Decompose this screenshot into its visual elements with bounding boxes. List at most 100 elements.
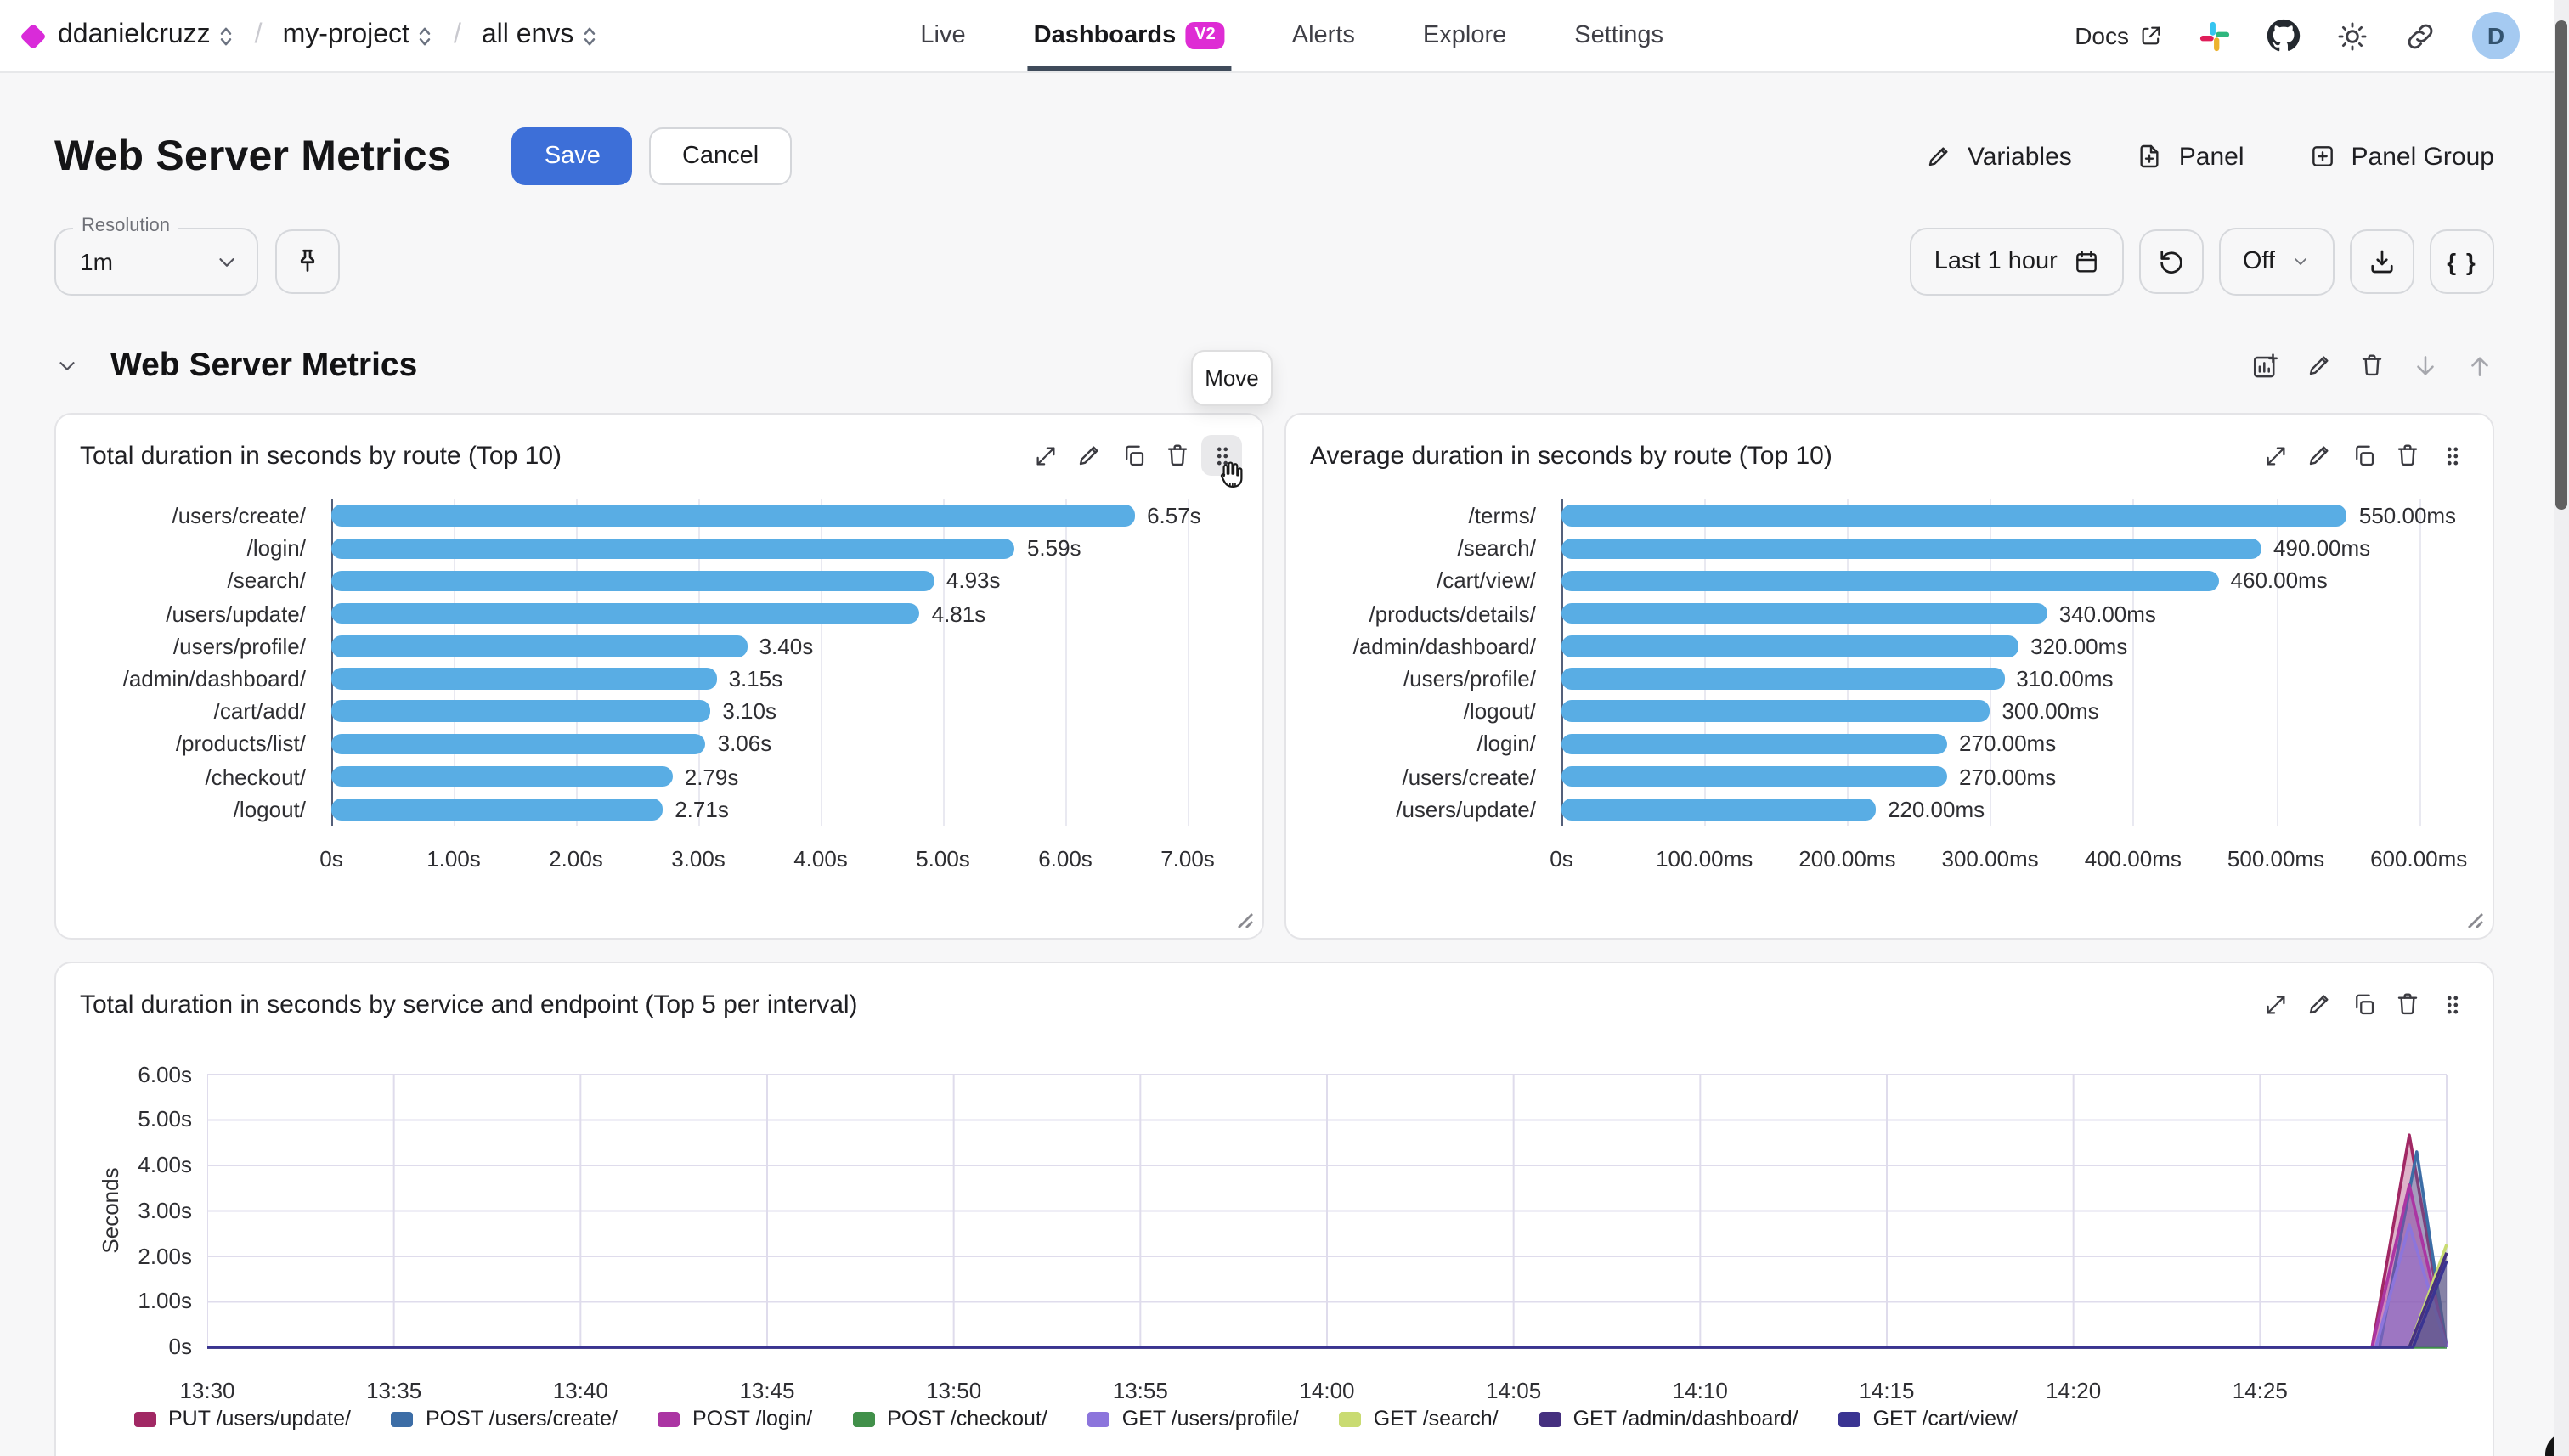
trash-icon[interactable]	[2358, 352, 2386, 379]
copy-icon[interactable]	[2343, 984, 2384, 1024]
grip-icon[interactable]	[1201, 435, 1243, 488]
legend-item[interactable]: PUT /users/update/	[134, 1407, 351, 1431]
bar[interactable]	[1561, 602, 2047, 624]
top-nav: ddanielcruzz / my-project / all envs Live Das…	[0, 0, 2569, 73]
docs-link[interactable]: Docs	[2075, 22, 2163, 49]
bar[interactable]	[1561, 668, 2005, 690]
category-label: /products/list/	[175, 731, 306, 757]
bar[interactable]	[331, 570, 934, 592]
bar[interactable]	[331, 700, 711, 722]
bar[interactable]	[331, 505, 1136, 527]
sun-icon[interactable]	[2336, 20, 2369, 52]
panel-actions	[2255, 435, 2472, 476]
bar-row: /logout/2.71s	[56, 793, 1262, 825]
category-label: /cart/add/	[213, 698, 306, 725]
bar[interactable]	[331, 765, 673, 787]
bar-row: /users/update/220.00ms	[1286, 793, 2493, 825]
x-tick-label: 14:00	[1299, 1378, 1355, 1403]
tab-alerts[interactable]: Alerts	[1291, 22, 1355, 49]
grip-icon[interactable]	[2431, 435, 2472, 476]
expand-icon[interactable]	[2255, 435, 2295, 476]
tab-dashboards[interactable]: Dashboards V2	[1026, 0, 1231, 71]
legend-item[interactable]: POST /checkout/	[853, 1407, 1047, 1431]
save-button[interactable]: Save	[511, 127, 633, 185]
breadcrumb-item[interactable]: my-project	[283, 20, 433, 51]
tab-explore[interactable]: Explore	[1422, 22, 1507, 49]
legend-item[interactable]: GET /users/profile/	[1087, 1407, 1299, 1431]
cancel-button[interactable]: Cancel	[649, 127, 792, 185]
bar-row: /users/profile/3.40s	[56, 630, 1262, 663]
time-range-button[interactable]: Last 1 hour	[1910, 228, 2124, 296]
arrow-down-icon[interactable]	[2411, 351, 2440, 380]
auto-refresh-select[interactable]: Off	[2218, 228, 2335, 296]
json-button[interactable]: { }	[2430, 229, 2494, 294]
expand-icon[interactable]	[1025, 435, 1065, 476]
download-button[interactable]	[2350, 229, 2414, 294]
category-label: /users/create/	[1402, 764, 1536, 790]
panel-group-button[interactable]: Panel Group	[2309, 142, 2494, 171]
resize-handle-icon[interactable]	[2467, 912, 2484, 929]
bar[interactable]	[331, 733, 706, 755]
bar-row: /search/490.00ms	[1286, 532, 2493, 564]
bar[interactable]	[1561, 505, 2347, 527]
pin-button[interactable]	[275, 229, 340, 294]
variables-button[interactable]: Variables	[1925, 142, 2072, 171]
bar[interactable]	[331, 799, 663, 821]
copy-icon[interactable]	[2343, 435, 2384, 476]
y-tick-label: 3.00s	[138, 1197, 192, 1223]
trash-icon[interactable]	[2387, 984, 2428, 1024]
x-tick-label: 200.00ms	[1798, 846, 1896, 872]
expand-icon[interactable]	[2255, 984, 2295, 1024]
trash-icon[interactable]	[2387, 435, 2428, 476]
grip-icon[interactable]	[2431, 984, 2472, 1024]
trash-icon[interactable]	[1157, 435, 1198, 476]
pencil-icon[interactable]	[2299, 984, 2340, 1024]
vertical-scrollbar[interactable]	[2554, 0, 2569, 1456]
main-tabs: Live Dashboards V2 Alerts Explore Settings	[920, 0, 1663, 71]
bar[interactable]	[331, 668, 717, 690]
avatar[interactable]: D	[2472, 12, 2520, 59]
resolution-select[interactable]: Resolution 1m	[54, 216, 258, 296]
gridline	[2419, 499, 2421, 826]
x-tick-label: 14:20	[2046, 1378, 2102, 1403]
legend-item[interactable]: POST /users/create/	[391, 1407, 618, 1431]
bar[interactable]	[1561, 570, 2219, 592]
bar[interactable]	[1561, 733, 1948, 755]
link-icon[interactable]	[2404, 20, 2436, 52]
legend-item[interactable]: GET /search/	[1339, 1407, 1499, 1431]
slack-icon[interactable]	[2199, 20, 2231, 52]
bar[interactable]	[331, 538, 1015, 560]
github-icon[interactable]	[2267, 19, 2301, 53]
scrollbar-thumb[interactable]	[2555, 20, 2567, 510]
resize-handle-icon[interactable]	[1237, 912, 1254, 929]
bar[interactable]	[331, 602, 920, 624]
pencil-icon[interactable]	[1069, 435, 1109, 476]
time-controls: Last 1 hour Off { }	[1910, 228, 2494, 296]
tab-live[interactable]: Live	[920, 22, 966, 49]
bar[interactable]	[1561, 635, 2019, 657]
bar[interactable]	[1561, 700, 1990, 722]
pencil-icon[interactable]	[2299, 435, 2340, 476]
breadcrumb-item[interactable]: ddanielcruzz	[58, 20, 234, 51]
legend-item[interactable]: GET /admin/dashboard/	[1539, 1407, 1798, 1431]
tab-settings[interactable]: Settings	[1574, 22, 1664, 49]
copy-icon[interactable]	[1113, 435, 1154, 476]
arrow-up-icon[interactable]	[2465, 351, 2494, 380]
collapse-chevron-icon[interactable]	[54, 353, 80, 378]
refresh-button[interactable]	[2138, 229, 2204, 294]
bar-row: /search/4.93s	[56, 565, 1262, 597]
sort-chevrons-icon	[217, 25, 234, 47]
bar[interactable]	[1561, 765, 1948, 787]
bar[interactable]	[1561, 538, 2261, 560]
bar[interactable]	[1561, 799, 1876, 821]
panel-button[interactable]: Panel	[2137, 142, 2244, 171]
bar[interactable]	[331, 635, 748, 657]
pencil-icon[interactable]	[2306, 352, 2333, 379]
legend-item[interactable]: POST /login/	[658, 1407, 812, 1431]
breadcrumb-item[interactable]: all envs	[482, 20, 598, 51]
gridline	[1847, 499, 1849, 826]
add-chart-icon[interactable]	[2251, 351, 2280, 380]
bar-row: /cart/view/460.00ms	[1286, 565, 2493, 597]
legend-item[interactable]: GET /cart/view/	[1838, 1407, 2018, 1431]
